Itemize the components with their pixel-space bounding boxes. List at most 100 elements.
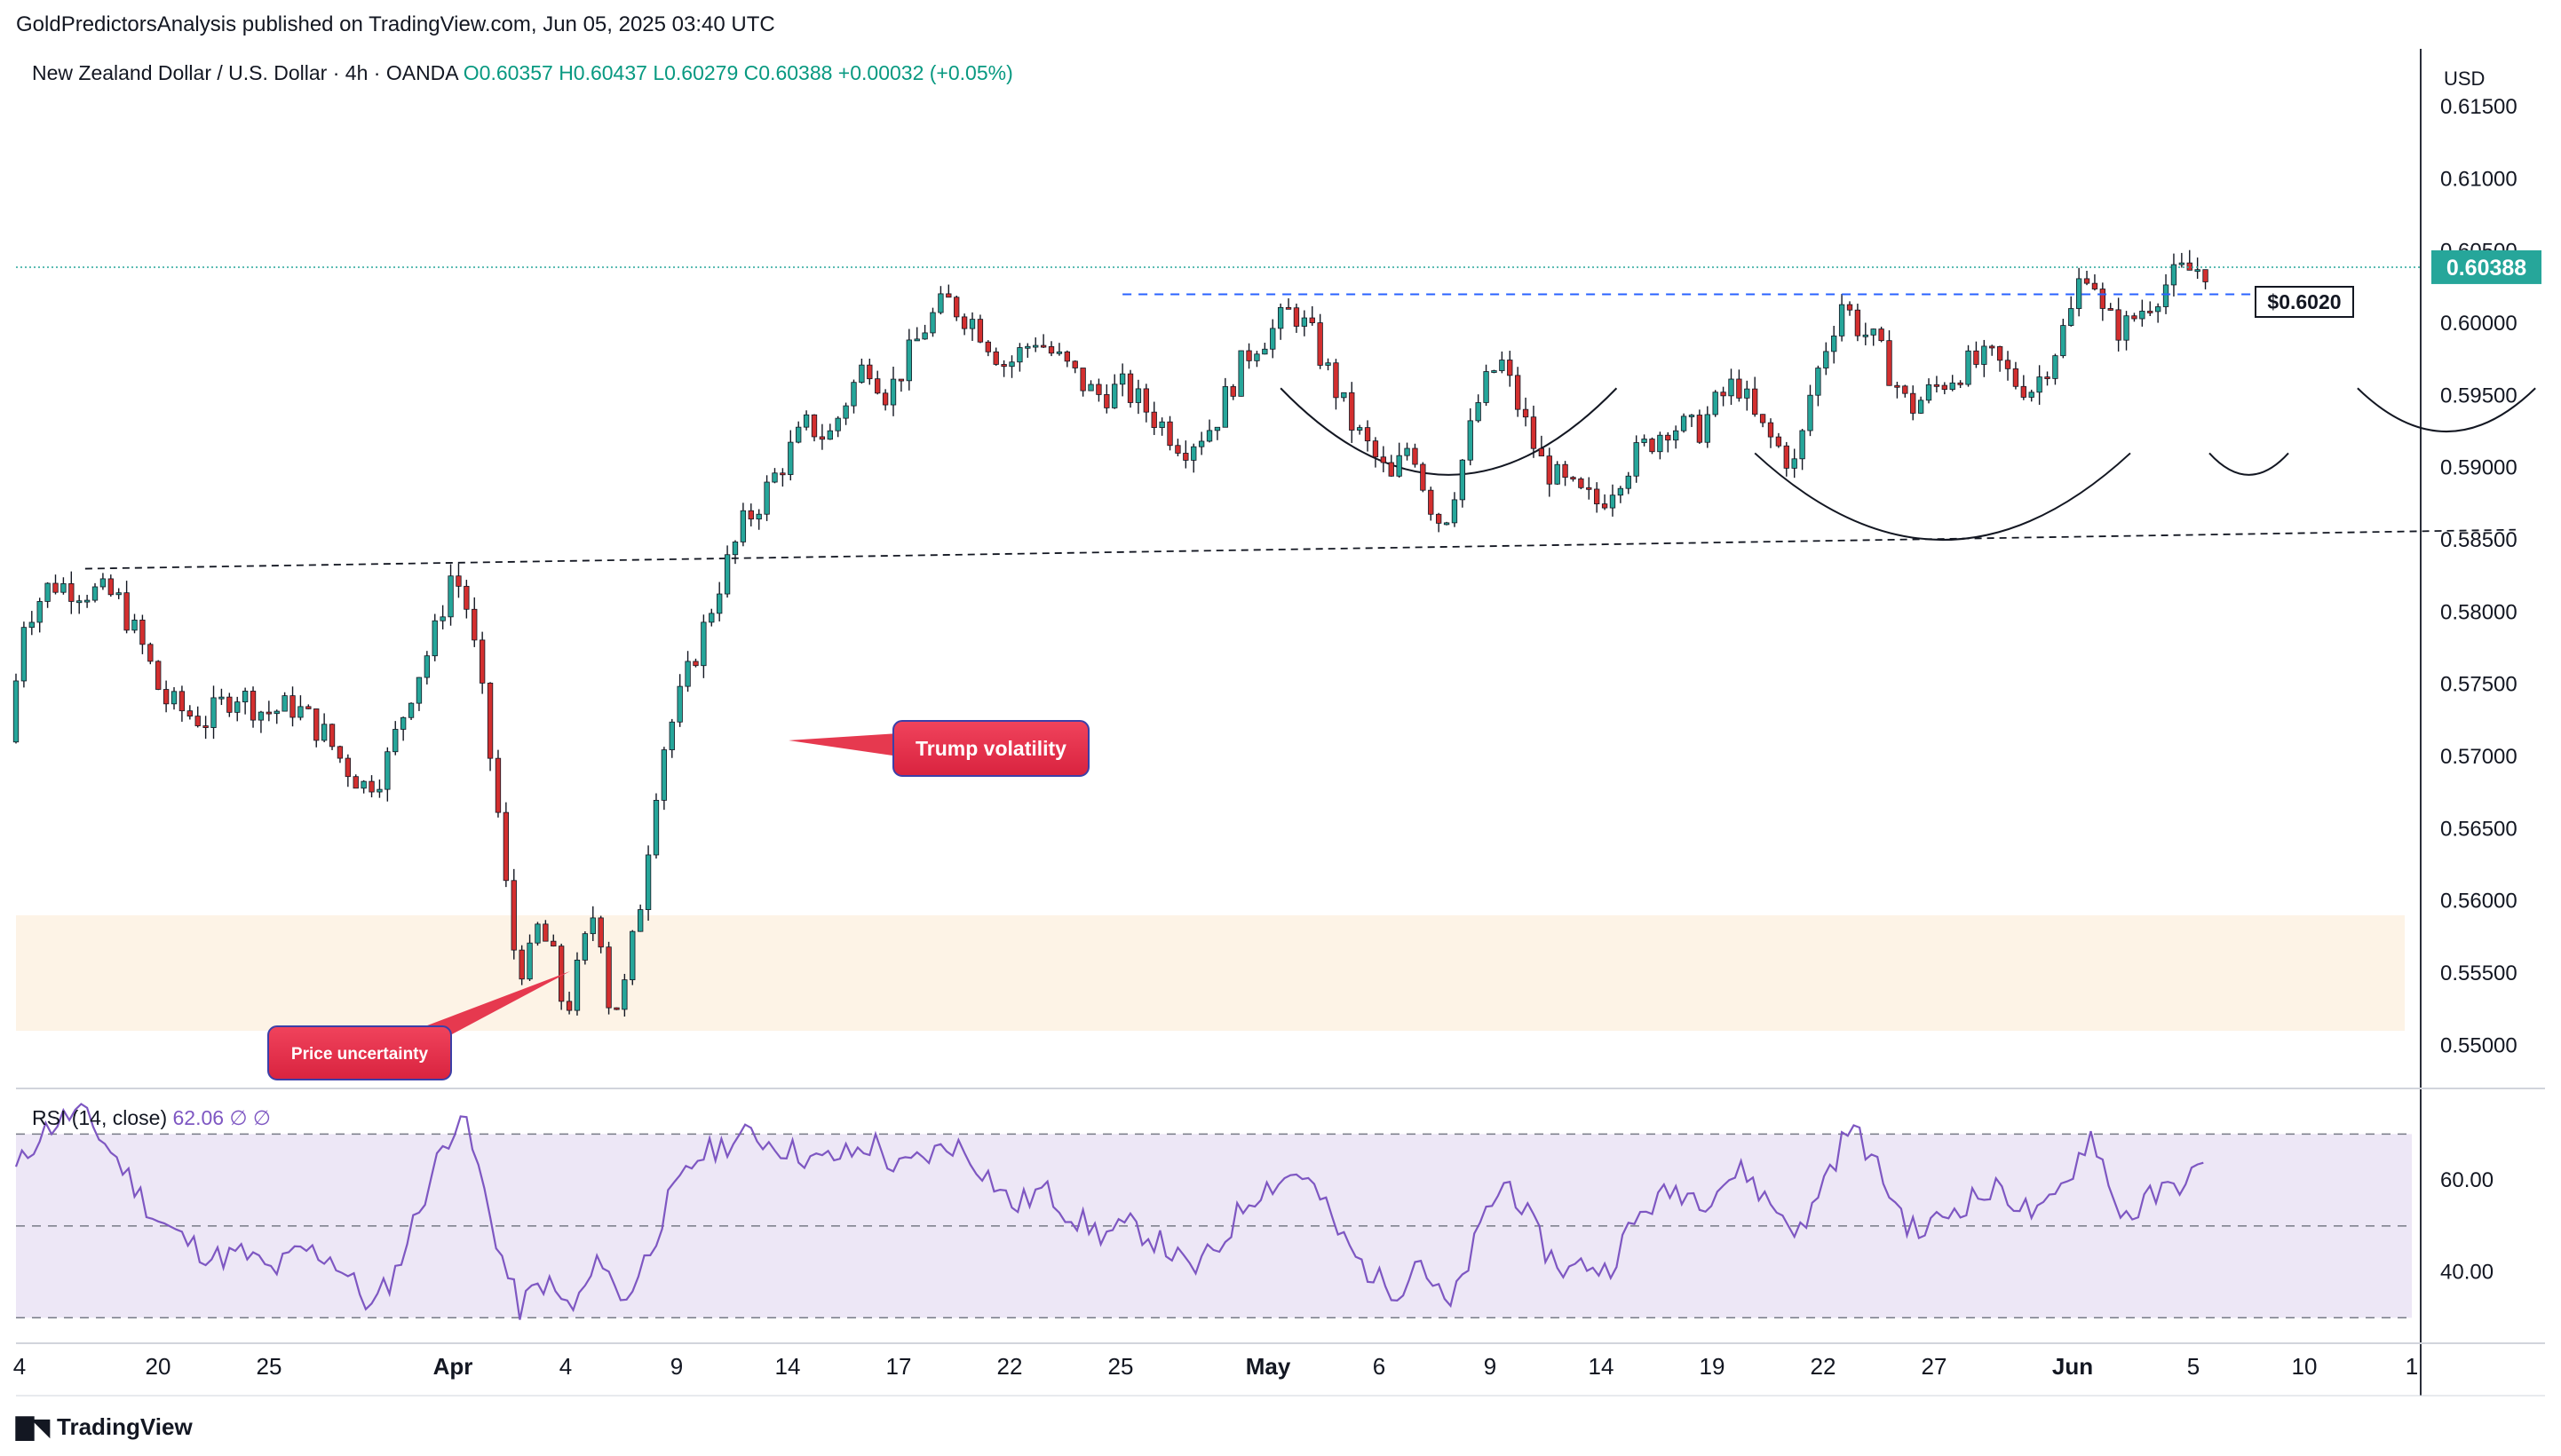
candle — [2147, 311, 2153, 313]
candle — [1696, 415, 1703, 443]
candle — [147, 644, 154, 662]
candle — [993, 351, 999, 365]
candle — [1917, 400, 1924, 414]
candle — [527, 942, 533, 980]
candle — [1538, 447, 1545, 457]
candle — [36, 601, 43, 623]
candle — [1530, 416, 1537, 449]
candle — [1767, 422, 1774, 438]
candle — [1752, 388, 1758, 415]
candle — [1688, 415, 1695, 417]
candle — [2060, 325, 2066, 357]
candle — [76, 600, 83, 604]
candle — [1404, 447, 1410, 456]
candle — [1388, 462, 1394, 477]
candle — [408, 702, 415, 718]
time-tick-label: 9 — [670, 1353, 683, 1380]
candle — [1341, 392, 1347, 399]
candle — [2162, 284, 2169, 307]
candle — [898, 378, 905, 382]
candle — [392, 729, 399, 753]
candle — [1064, 351, 1070, 362]
candle — [1104, 394, 1110, 408]
candle — [1957, 382, 1963, 385]
candle — [1633, 442, 1639, 477]
candle — [977, 319, 984, 343]
candle — [653, 800, 660, 856]
candle — [1973, 350, 1979, 365]
candle — [551, 940, 557, 947]
rounded-bottom-curve — [2208, 452, 2289, 476]
candle — [1285, 306, 1292, 310]
candle — [614, 1007, 620, 1010]
candle — [210, 697, 217, 728]
rsi-legend[interactable]: RSI (14, close) 62.06 ∅ ∅ — [32, 1106, 271, 1129]
candle — [329, 724, 336, 748]
candle — [740, 510, 747, 542]
rsi-tick-label: 40.00 — [2440, 1261, 2494, 1285]
candle — [432, 620, 438, 657]
candle — [906, 339, 912, 382]
price-tick-label: 0.61500 — [2440, 95, 2517, 119]
candle — [479, 639, 486, 684]
rsi-axis[interactable]: 60.00 40.00 — [2440, 1168, 2494, 1284]
time-tick-label: 6 — [1373, 1353, 1385, 1380]
currency-label[interactable]: USD — [2444, 67, 2485, 90]
candle — [115, 592, 122, 596]
time-tick-label: 4 — [13, 1353, 26, 1380]
candle — [1214, 426, 1221, 431]
candle — [1483, 371, 1489, 403]
candle — [2194, 269, 2200, 273]
candle — [1325, 362, 1331, 366]
rsi-band — [16, 1134, 2412, 1318]
candle — [170, 691, 178, 705]
candle — [559, 946, 565, 1002]
symbol-legend[interactable]: New Zealand Dollar / U.S. Dollar · 4h · … — [32, 61, 1013, 84]
price-tick-label: 0.55000 — [2440, 1033, 2517, 1057]
candle — [669, 721, 675, 750]
price-tick-label: 0.59000 — [2440, 456, 2517, 480]
candle — [2044, 376, 2050, 379]
candle — [622, 979, 628, 1010]
candle — [661, 749, 668, 801]
candle — [1886, 340, 1892, 386]
price-tick-label: 0.60000 — [2440, 312, 2517, 336]
candle — [440, 616, 446, 621]
candle — [1665, 434, 1671, 441]
time-tick-label: 10 — [2292, 1353, 2318, 1380]
price-axis[interactable]: 0.615000.610000.605000.600000.595000.590… — [2440, 95, 2517, 1057]
candle — [938, 293, 944, 313]
annotation-pointer — [416, 971, 570, 1042]
candle — [843, 405, 849, 419]
tradingview-footer[interactable]: ▇◥ TradingView — [16, 1413, 193, 1441]
candle — [202, 725, 209, 728]
candle — [345, 757, 351, 778]
time-tick-label: Jun — [2052, 1353, 2093, 1380]
candle — [353, 776, 359, 789]
price-tick-label: 0.56000 — [2440, 890, 2517, 914]
candle — [535, 923, 541, 944]
candle — [1254, 353, 1260, 361]
price-tick-label: 0.57500 — [2440, 673, 2517, 697]
candle — [60, 582, 67, 593]
candle — [1554, 463, 1560, 485]
level-tag[interactable]: $0.6020 — [2255, 286, 2354, 318]
candle — [305, 706, 312, 709]
candle — [803, 414, 810, 428]
candle — [1949, 382, 1955, 391]
time-tick-label: 14 — [1589, 1353, 1614, 1380]
candle — [289, 695, 296, 718]
last-price-tag[interactable]: 0.60388 — [2431, 249, 2541, 284]
candle — [1143, 388, 1149, 413]
candle — [1680, 415, 1687, 431]
candle — [1175, 445, 1181, 454]
candle — [2020, 385, 2026, 398]
annotation-price-uncertainty: Price uncertainty — [267, 971, 570, 1080]
time-axis[interactable]: 4 20 25 Apr 4 9 14 17 22 25 May 6 9 14 19 22 27 Jun 5 10 1 — [13, 1353, 2418, 1380]
candle — [242, 691, 249, 703]
candle — [1467, 420, 1473, 461]
footer-brand: TradingView — [57, 1413, 193, 1440]
candle — [1578, 478, 1584, 488]
candle — [226, 696, 233, 713]
